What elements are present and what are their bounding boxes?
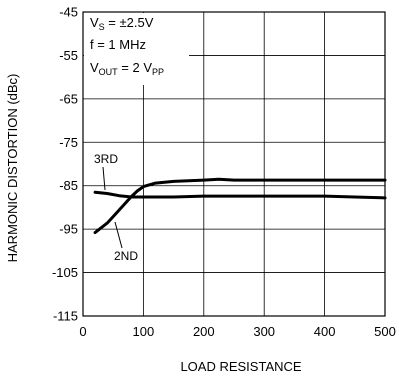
y-tick-label: -65 [59, 91, 78, 106]
x-tick-label: 100 [133, 324, 155, 339]
plot-frame [82, 11, 386, 317]
output-voltage-annotation: VOUT = 2 VPP [90, 60, 164, 77]
conditions-box [84, 13, 189, 85]
y-tick-label: -95 [59, 222, 78, 237]
series-label-3rd: 3RD [94, 152, 118, 166]
y-tick-labels: -45 -55 -65 -75 -85 -95 -105 -115 [52, 5, 78, 324]
x-tick-label: 0 [79, 324, 86, 339]
y-tick-label: -105 [52, 265, 78, 280]
supply-voltage-annotation: VS = ±2.5V [90, 15, 154, 32]
series-line-2nd [93, 177, 387, 235]
series-line-3rd [93, 190, 387, 200]
x-tick-label: 200 [193, 324, 215, 339]
x-tick-label: 500 [374, 324, 396, 339]
y-tick-label: -75 [59, 135, 78, 150]
series-label-2nd: 2ND [114, 249, 138, 263]
y-tick-label: -115 [53, 309, 78, 324]
x-tick-label: 400 [314, 324, 336, 339]
y-axis-title: HARMONIC DISTORTION (dBc) [5, 74, 20, 263]
x-tick-label: 300 [253, 324, 275, 339]
grid [83, 12, 385, 316]
x-tick-labels: 0 100 200 300 400 500 [79, 324, 395, 339]
series-layer [93, 177, 387, 235]
y-tick-label: -55 [59, 48, 78, 63]
frequency-annotation: f = 1 MHz [90, 37, 146, 52]
y-tick-label: -85 [59, 178, 78, 193]
y-tick-label: -45 [59, 5, 78, 20]
x-axis-title: LOAD RESISTANCE [180, 359, 301, 374]
series-label-2nd-leader [114, 221, 123, 249]
series-label-3rd-leader [102, 166, 106, 191]
